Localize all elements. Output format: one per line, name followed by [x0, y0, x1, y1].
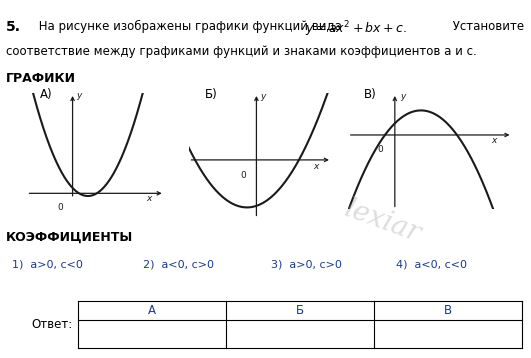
- Text: А): А): [40, 88, 53, 101]
- Text: Б: Б: [296, 304, 304, 317]
- Text: x: x: [491, 136, 496, 145]
- Text: lexiar: lexiar: [340, 196, 424, 248]
- Text: В: В: [444, 304, 452, 317]
- Text: Ответ:: Ответ:: [32, 318, 73, 331]
- Text: 0: 0: [377, 145, 383, 154]
- Text: В): В): [364, 88, 376, 101]
- Text: 5.: 5.: [6, 20, 21, 34]
- Text: x: x: [313, 162, 319, 171]
- Text: КОЭФФИЦИЕНТЫ: КОЭФФИЦИЕНТЫ: [6, 231, 134, 244]
- Text: ГРАФИКИ: ГРАФИКИ: [6, 72, 76, 84]
- Text: 3)  a>0, c>0: 3) a>0, c>0: [271, 260, 341, 270]
- Text: соответствие между графиками функций и знаками коэффициентов a и c.: соответствие между графиками функций и з…: [6, 45, 477, 58]
- Text: 4)  a<0, c<0: 4) a<0, c<0: [396, 260, 467, 270]
- Text: y: y: [76, 91, 82, 100]
- Text: На рисунке изображены графики функций вида: На рисунке изображены графики функций ви…: [35, 20, 345, 33]
- Text: 2)  a<0, c>0: 2) a<0, c>0: [143, 260, 215, 270]
- Text: А: А: [148, 304, 156, 317]
- Text: y: y: [261, 92, 266, 101]
- Text: Б): Б): [204, 88, 217, 101]
- Text: 0: 0: [57, 203, 63, 212]
- Text: Установите: Установите: [449, 20, 524, 33]
- Text: $y = ax^2 + bx + c.$: $y = ax^2 + bx + c.$: [305, 20, 407, 39]
- Text: 1)  a>0, c<0: 1) a>0, c<0: [12, 260, 82, 270]
- Text: 0: 0: [241, 171, 246, 180]
- Text: y: y: [400, 92, 405, 101]
- Text: x: x: [147, 194, 152, 203]
